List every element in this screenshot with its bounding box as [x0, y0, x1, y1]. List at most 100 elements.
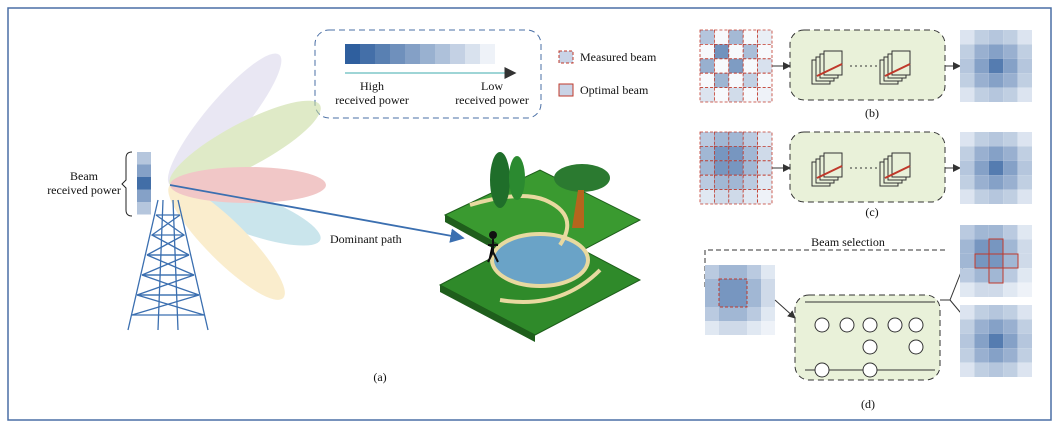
heatmap-cell — [960, 132, 975, 147]
heatmap-cell — [757, 29, 773, 45]
heatmap-cell — [1017, 73, 1032, 88]
heatmap-cell — [699, 189, 715, 205]
measured-swatch — [558, 50, 574, 64]
panel-label: (d) — [861, 397, 875, 411]
heatmap-cell — [761, 265, 775, 279]
heatmap-cell — [1017, 268, 1032, 283]
heatmap-cell — [1003, 160, 1018, 176]
heatmap-cell — [988, 348, 1004, 363]
gradient-cell — [420, 44, 435, 64]
heatmap-cell — [960, 175, 975, 190]
heatmap-cell — [757, 58, 773, 74]
heatmap-cell — [960, 268, 975, 283]
network-box — [794, 294, 941, 381]
heatmap-cell — [960, 58, 975, 74]
heatmap-cell — [974, 175, 989, 190]
conv-layer — [823, 152, 843, 178]
heatmap-cell — [699, 72, 715, 88]
heatmap-cell — [742, 145, 759, 162]
heatmap-cell — [960, 253, 975, 269]
heatmap-cell — [1017, 175, 1032, 190]
panel-label: (c) — [865, 205, 878, 219]
dominant-path — [169, 184, 465, 243]
heatmap-cell — [699, 87, 715, 103]
heatmap-cell — [988, 189, 1004, 204]
heatmap-cell — [974, 282, 989, 297]
optimal-cross — [988, 238, 1004, 284]
gradient-cell — [450, 44, 465, 64]
heatmap-cell — [988, 30, 1004, 45]
heatmap-cell — [1003, 253, 1018, 269]
heatmap-cell — [728, 145, 744, 162]
heatmap-cell — [974, 333, 989, 349]
heatmap-cell — [699, 174, 715, 190]
power-cell — [137, 177, 151, 190]
heatmap-cell — [742, 29, 759, 45]
heatmap-cell — [705, 279, 719, 293]
heatmap-cell — [1017, 44, 1032, 59]
heatmap-cell — [761, 307, 775, 321]
heatmap-cell — [757, 87, 773, 103]
heatmap-cell — [960, 305, 975, 320]
heatmap-cell — [1017, 132, 1032, 147]
heatmap-cell — [974, 305, 989, 320]
beam-power-label: Beam — [70, 169, 99, 183]
heatmap-cell — [761, 321, 775, 335]
heatmap-cell — [974, 30, 989, 45]
heatmap-cell — [1003, 44, 1018, 59]
heatmap-cell — [988, 268, 1004, 283]
heatmap-cell — [1017, 30, 1032, 45]
heatmap-cell — [705, 321, 719, 335]
heatmap-cell — [719, 279, 733, 293]
legend-low: received power — [455, 93, 529, 107]
heatmap-cell — [988, 175, 1004, 190]
heatmap-cell — [974, 132, 989, 147]
heatmap-cell — [988, 305, 1004, 320]
heatmap-cell — [714, 29, 730, 45]
heatmap-cell — [699, 131, 715, 147]
heatmap-cell — [974, 239, 989, 254]
heatmap-cell — [714, 72, 730, 88]
legend-high: High — [360, 79, 384, 93]
heatmap-cell — [714, 189, 730, 205]
heatmap-cell — [728, 29, 744, 45]
heatmap-cell — [714, 58, 730, 74]
heatmap-cell — [728, 87, 744, 103]
heatmap-cell — [1017, 305, 1032, 320]
heatmap-cell — [988, 282, 1004, 297]
lstm-gate — [862, 362, 878, 378]
heatmap-cell — [988, 225, 1004, 240]
heatmap-cell — [988, 160, 1004, 176]
heatmap-cell — [1003, 189, 1018, 204]
conv-layer — [891, 152, 911, 178]
conv-layer — [823, 50, 843, 76]
heatmap-cell — [1017, 160, 1032, 176]
heatmap-cell — [728, 189, 744, 205]
heatmap-cell — [960, 348, 975, 363]
heatmap-cell — [960, 73, 975, 88]
legend-measured: Measured beam — [580, 50, 657, 64]
lstm-gate — [887, 317, 903, 333]
heatmap-cell — [742, 160, 759, 176]
dominant-path-label: Dominant path — [330, 232, 402, 246]
heatmap-cell — [960, 44, 975, 59]
heatmap-cell — [742, 189, 759, 205]
lstm-gate — [862, 339, 878, 355]
heatmap-cell — [988, 44, 1004, 59]
gradient-cell — [405, 44, 420, 64]
frame — [7, 7, 1052, 421]
heatmap-cell — [1017, 333, 1032, 349]
heatmap-cell — [742, 72, 759, 88]
lstm-gate — [839, 317, 855, 333]
heatmap-cell — [705, 307, 719, 321]
heatmap-cell — [988, 239, 1004, 254]
power-cell — [137, 164, 151, 177]
heatmap-cell — [988, 253, 1004, 269]
gradient-cell — [360, 44, 375, 64]
heatmap-cell — [728, 58, 744, 74]
heatmap-cell — [1017, 225, 1032, 240]
lstm-gate — [862, 317, 878, 333]
heatmap-cell — [988, 319, 1004, 334]
conv-link — [816, 165, 843, 179]
